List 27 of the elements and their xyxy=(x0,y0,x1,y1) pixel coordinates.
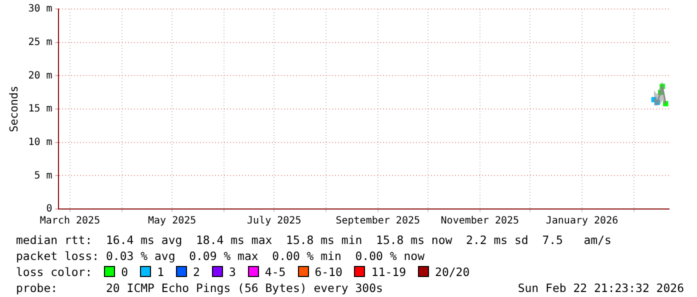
y-tick-label: 0 xyxy=(46,204,52,215)
x-tick-label: September 2025 xyxy=(336,216,420,227)
y-tick-label: 30 m xyxy=(28,4,52,15)
legend-title: loss color: xyxy=(16,265,92,279)
text: Sun Feb 22 21:23:32 2026 xyxy=(518,280,684,296)
x-tick-label: November 2025 xyxy=(440,216,520,227)
y-tick-label: 10 m xyxy=(28,136,52,148)
text: probe: 20 ICMP Echo Pings (56 Bytes) every 300s xyxy=(16,281,383,295)
legend-label: 1 xyxy=(157,265,164,279)
y-tick-label: 5 m xyxy=(34,170,52,182)
x-tick-label: May 2025 xyxy=(148,216,196,227)
text: median rtt: 16.4 ms avg 18.4 ms max 15.8 ms min 15.8 ms now 2.2 ms sd 7.5 am/s xyxy=(16,232,612,248)
x-tick-label: July 2025 xyxy=(247,216,302,227)
text: packet loss: 0.03 % avg 0.09 % max 0.00 % min 0.00 % now xyxy=(16,248,426,264)
legend-label: 3 xyxy=(228,265,236,279)
y-tick-label: 15 m xyxy=(28,104,52,115)
x-tick-label: January 2026 xyxy=(546,216,618,227)
legend-label: 20/20 xyxy=(435,265,470,279)
y-tick-label: 25 m xyxy=(28,36,52,48)
y-tick-label: 20 m xyxy=(28,70,52,82)
x-tick-label: March 2025 xyxy=(40,216,100,227)
legend-label: 2 xyxy=(193,265,200,279)
legend-label: 6-10 xyxy=(314,265,342,279)
y-axis-title: Seconds xyxy=(7,86,20,132)
legend-label: 0 xyxy=(121,265,128,279)
legend-label: 4-5 xyxy=(264,265,286,279)
legend-label: 11-19 xyxy=(371,265,406,279)
